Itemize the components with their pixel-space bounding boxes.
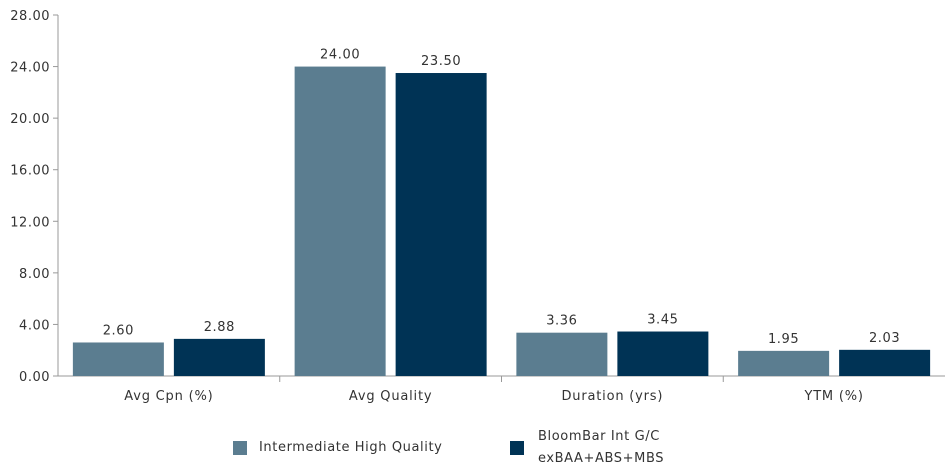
data-label: 23.50: [421, 54, 461, 69]
legend-item-bloombar: BloomBar Int G/C exBAA+ABS+MBS: [510, 428, 664, 468]
data-label: 2.88: [204, 320, 235, 335]
y-tick-label: 28.00: [10, 9, 50, 24]
legend-swatch-series1: [233, 441, 247, 455]
chart-legend: Intermediate High Quality BloomBar Int G…: [0, 428, 945, 468]
data-label: 3.45: [647, 313, 678, 328]
data-label: 3.36: [546, 314, 577, 329]
legend-label-series2: BloomBar Int G/C exBAA+ABS+MBS: [538, 426, 664, 470]
data-label: 2.60: [103, 323, 134, 338]
bar-series1: [72, 342, 164, 376]
data-label: 1.95: [768, 332, 799, 347]
bar-series1: [294, 66, 386, 377]
legend-label-series2-line1: BloomBar Int G/C: [538, 429, 660, 444]
y-tick-label: 0.00: [19, 370, 50, 385]
y-tick-label: 12.00: [10, 215, 50, 230]
y-tick-label: 8.00: [19, 267, 50, 282]
x-category-label: Avg Cpn (%): [124, 389, 213, 404]
legend-label-series1: Intermediate High Quality: [259, 440, 443, 455]
data-label: 2.03: [869, 331, 900, 346]
bar-series1: [516, 332, 608, 376]
y-tick-label: 16.00: [10, 164, 50, 179]
bar-series2: [839, 349, 931, 376]
data-label: 24.00: [320, 48, 360, 63]
bar-series1: [738, 350, 830, 376]
y-tick-label: 24.00: [10, 61, 50, 76]
legend-label-series2-line2: exBAA+ABS+MBS: [538, 451, 665, 466]
bar-series2: [617, 331, 709, 376]
y-tick-label: 20.00: [10, 112, 50, 127]
x-category-label: YTM (%): [803, 389, 863, 404]
bar-series2: [395, 73, 487, 377]
y-tick-label: 4.00: [19, 318, 50, 333]
legend-item-intermediate-high-quality: Intermediate High Quality: [233, 428, 442, 468]
bar-series2: [173, 338, 265, 376]
bar-chart: 0.00 4.00 8.00 12.00 16.00 20.00 24.00 28.00 2.6…: [10, 9, 945, 404]
legend-swatch-series2: [510, 441, 524, 455]
x-category-label: Duration (yrs): [562, 389, 664, 404]
x-category-label: Avg Quality: [349, 389, 432, 404]
